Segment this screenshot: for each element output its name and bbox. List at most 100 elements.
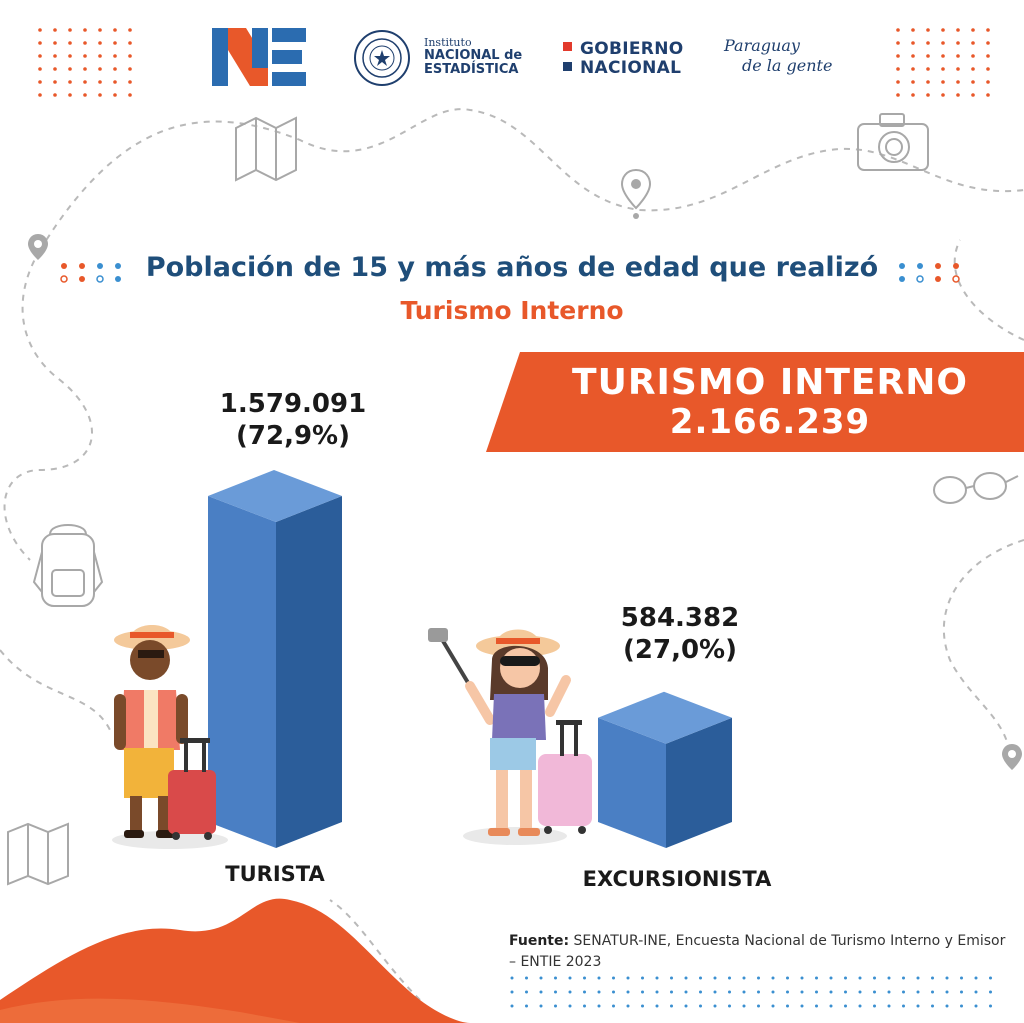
decor-dot	[786, 976, 789, 980]
decor-dot	[128, 54, 132, 58]
tourist-illustration	[114, 625, 216, 840]
decor-dot	[986, 28, 990, 32]
decor-dot	[68, 80, 72, 84]
decor-dot	[858, 1004, 862, 1008]
sunglasses-icon	[933, 472, 1019, 504]
bar-value-label-excursionista: 584.382 (27,0%)	[570, 602, 790, 666]
decor-dot	[670, 976, 673, 980]
decor-dot	[971, 67, 975, 71]
decor-dot	[896, 41, 900, 45]
decor-dot	[96, 275, 104, 283]
decor-dot	[539, 990, 543, 994]
decor-dot	[554, 1004, 557, 1008]
decor-dot	[956, 54, 960, 58]
decor-dot	[926, 54, 930, 58]
decor-dot	[941, 80, 945, 84]
decor-dot	[597, 1004, 601, 1008]
decor-dot	[98, 41, 102, 45]
decor-dot	[728, 1004, 731, 1008]
decor-dot	[98, 54, 102, 58]
decor-dot	[935, 276, 941, 282]
decor-dot	[113, 80, 117, 84]
decor-dot	[974, 1004, 978, 1008]
bar-value: 1.579.091	[219, 389, 367, 419]
decor-dot	[899, 263, 905, 269]
decor-dot	[83, 28, 87, 32]
decor-dot	[887, 976, 891, 980]
institute-name-line2: ESTADÍSTICA	[424, 62, 519, 77]
decor-dot	[800, 990, 804, 994]
decor-dot	[83, 54, 87, 58]
decor-dot	[655, 976, 659, 980]
decor-dot	[583, 976, 586, 980]
decor-dot	[800, 1004, 804, 1008]
decor-dot	[989, 1004, 992, 1008]
decor-dot	[83, 67, 87, 71]
bar-top-face	[598, 691, 732, 744]
decor-dot	[896, 28, 900, 32]
decor-dot	[757, 976, 760, 980]
source-label: Fuente:	[509, 933, 570, 949]
bar-top-face	[208, 470, 342, 522]
decor-dot	[113, 41, 117, 45]
decor-dot	[858, 990, 862, 994]
decor-dot	[945, 990, 949, 994]
decor-dot	[941, 67, 945, 71]
institute-small-label: Instituto	[424, 36, 472, 49]
decor-dot	[38, 93, 42, 97]
dashed-path	[0, 649, 111, 731]
decor-dot	[742, 976, 746, 980]
decor-dot	[113, 93, 117, 97]
decor-dot	[83, 41, 87, 45]
decor-dot	[815, 976, 818, 980]
bar-value-label-turista: 1.579.091 (72,9%)	[183, 388, 403, 452]
decor-dot	[128, 80, 132, 84]
gobierno-line1: GOBIERNO	[580, 39, 684, 59]
decor-dot	[128, 28, 132, 32]
decor-dot	[974, 976, 978, 980]
decor-dot	[771, 990, 775, 994]
decor-dot	[986, 41, 990, 45]
decor-dot	[626, 990, 630, 994]
decor-dot	[941, 54, 945, 58]
gobierno-line2: NACIONAL	[580, 58, 682, 78]
decor-dot	[916, 275, 924, 283]
decor-dot	[829, 1004, 833, 1008]
decor-dot	[917, 263, 923, 269]
decor-dot	[971, 80, 975, 84]
decor-dot	[525, 976, 528, 980]
camera-icon	[857, 113, 929, 171]
decor-dot	[873, 1004, 876, 1008]
decor-dot	[510, 976, 514, 980]
decor-dot	[98, 28, 102, 32]
bar-front-face	[208, 496, 276, 848]
bar-turista	[208, 470, 342, 848]
decor-dot	[931, 990, 934, 994]
decor-dot	[911, 54, 915, 58]
decor-dot	[800, 976, 804, 980]
decor-dot	[815, 1004, 818, 1008]
location-pin-icon	[620, 168, 652, 219]
bar-front-face	[598, 717, 666, 848]
dot-grid-top-right	[896, 28, 990, 97]
chart-subtitle: Turismo Interno	[400, 296, 624, 325]
decor-dot	[953, 263, 959, 269]
decor-dot	[115, 263, 121, 269]
decor-dot	[935, 263, 941, 269]
decor-dot	[128, 93, 132, 97]
flag-red-square-icon	[563, 42, 572, 51]
decor-dot	[960, 1004, 963, 1008]
decor-dot	[641, 976, 644, 980]
decor-dot	[655, 990, 659, 994]
decor-dot	[713, 990, 717, 994]
total-value: 2.166.239	[669, 402, 871, 442]
decor-dot	[684, 990, 688, 994]
decor-dot	[873, 990, 876, 994]
decor-dot	[128, 41, 132, 45]
decor-dot	[38, 41, 42, 45]
decor-dot	[626, 1004, 630, 1008]
decor-dot	[911, 41, 915, 45]
decor-dot	[926, 67, 930, 71]
decor-dot	[68, 93, 72, 97]
decor-dot	[583, 1004, 586, 1008]
